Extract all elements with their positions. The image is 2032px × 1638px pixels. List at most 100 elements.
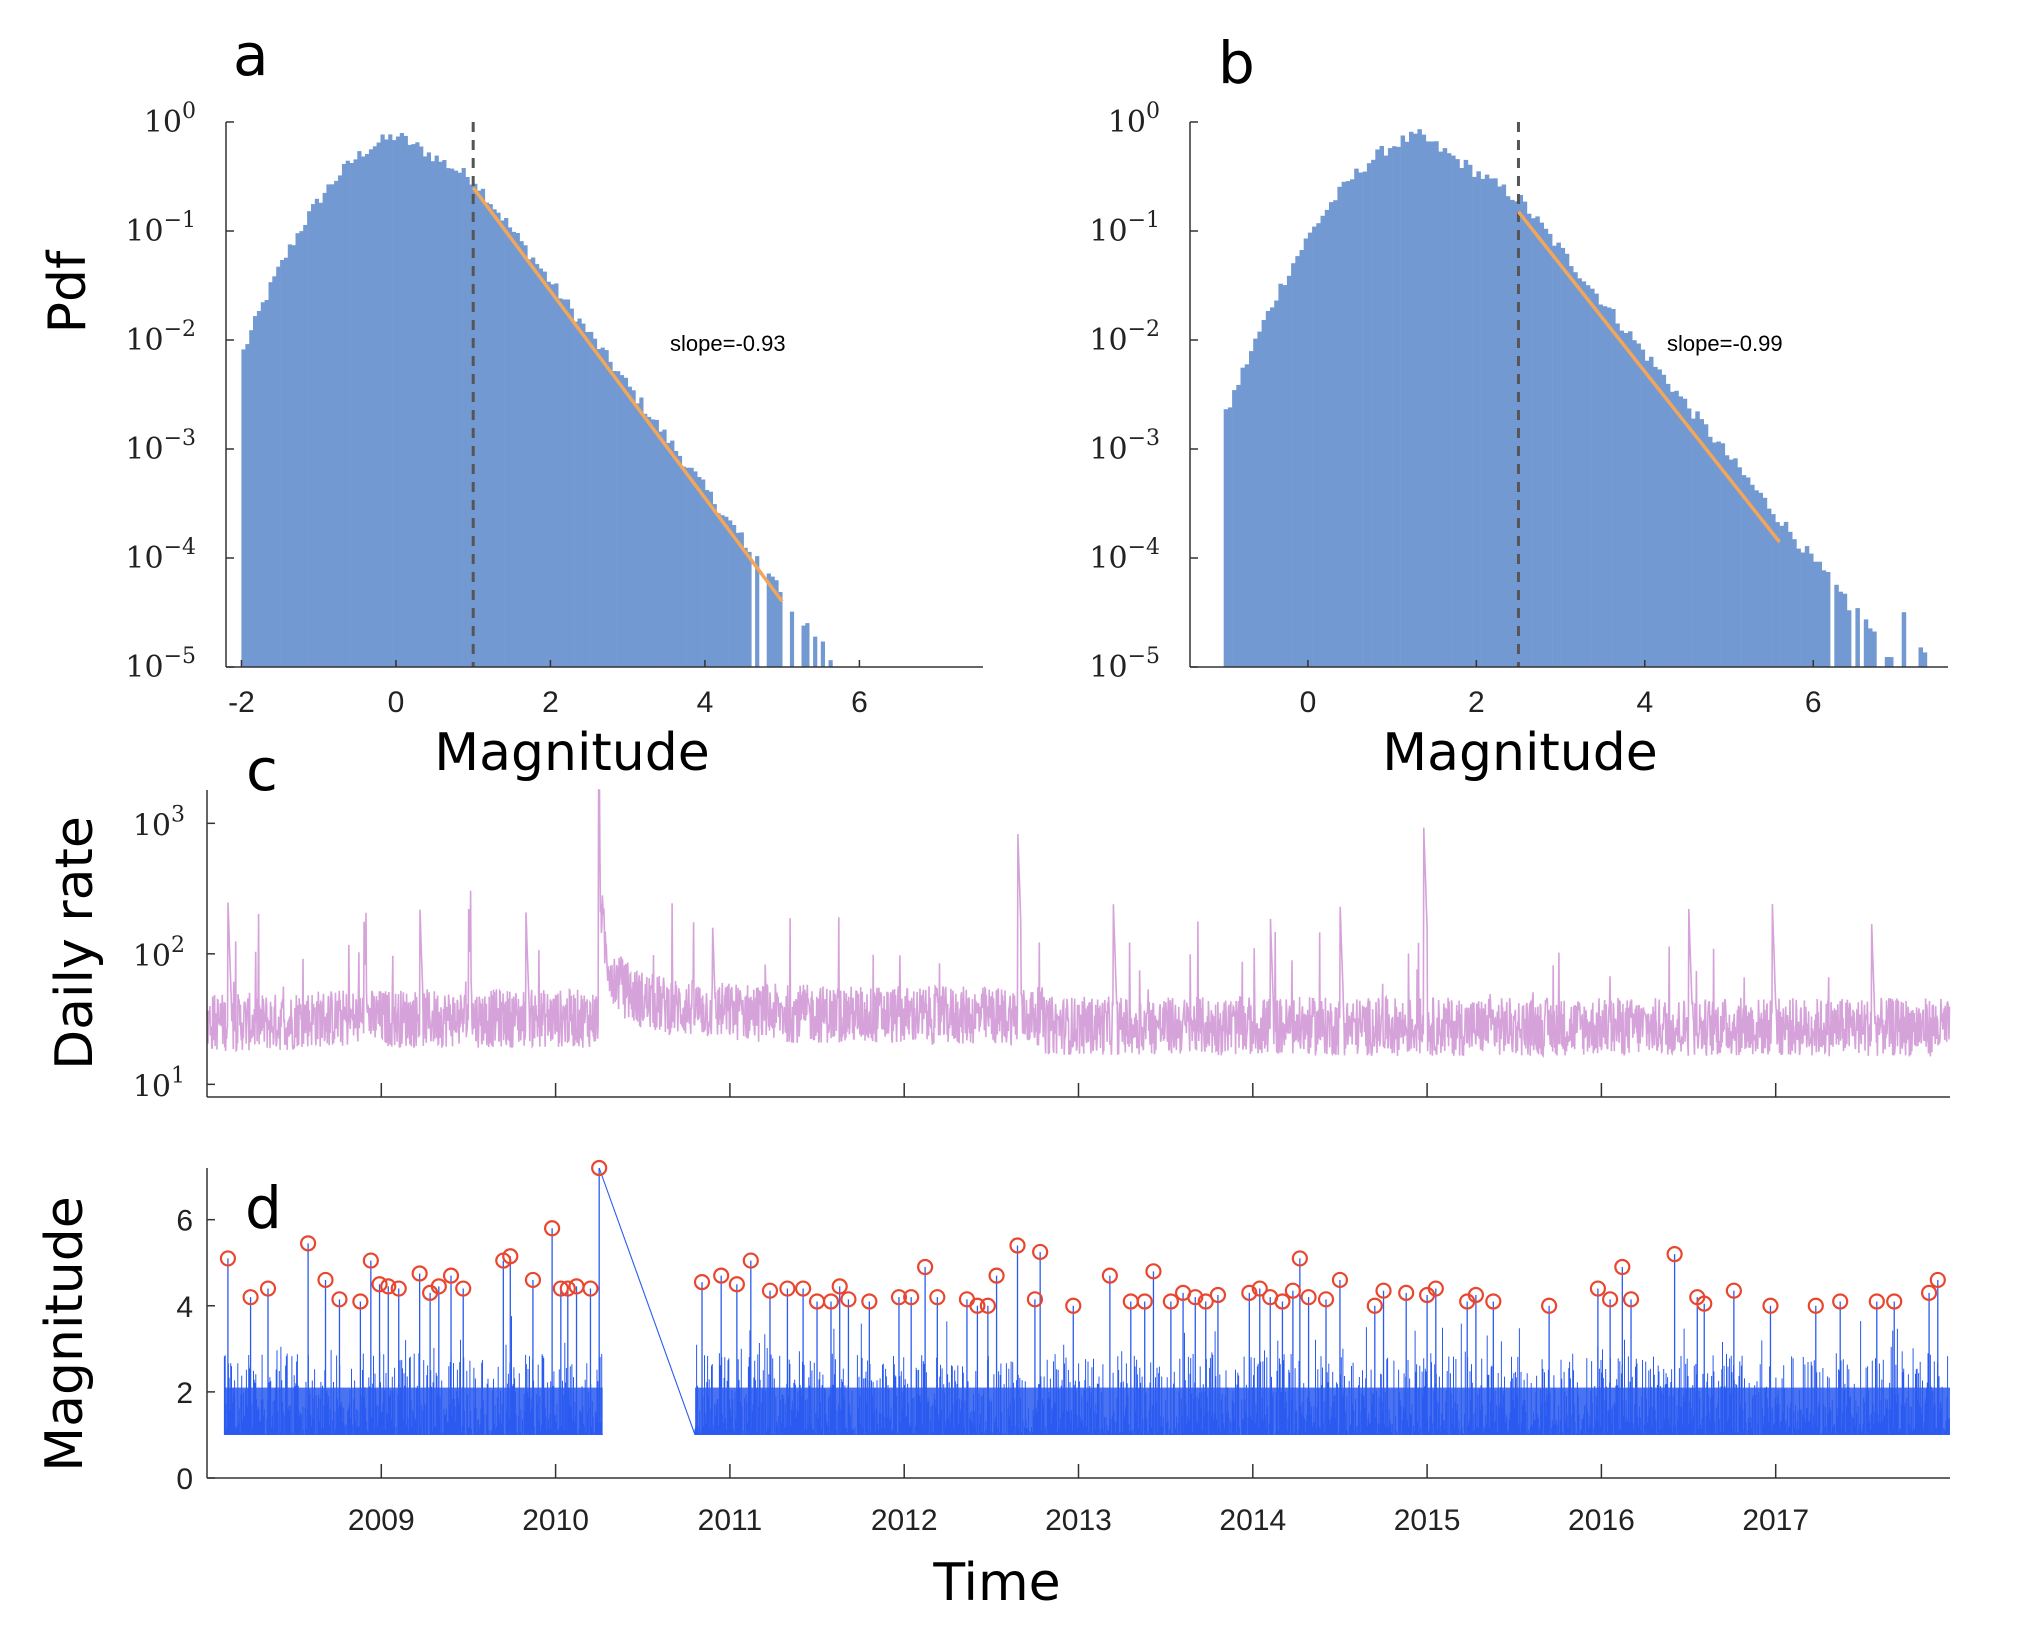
hist-bar (1505, 196, 1511, 667)
event-marker (929, 1289, 946, 1306)
x-tick-label: 2012 (871, 1504, 938, 1537)
event-marker (1375, 1282, 1392, 1299)
hist-bar (1417, 129, 1422, 667)
hist-bar (1804, 546, 1810, 667)
y-tick-exponent: −4 (1128, 535, 1160, 560)
large-event-stems (227, 1167, 1939, 1436)
event-marker (591, 1159, 608, 1177)
hist-bar (442, 160, 447, 667)
hist-bar (1522, 201, 1528, 667)
event-marker (822, 1293, 840, 1310)
hist-bar (492, 209, 497, 668)
hist-bar (384, 139, 389, 667)
x-tick-label: 2011 (698, 1504, 763, 1537)
hist-bar (674, 451, 679, 667)
hist-bar (1480, 178, 1486, 667)
hist-bar (1644, 360, 1650, 667)
hist-bar (639, 397, 644, 667)
event-marker (524, 1271, 542, 1289)
event-marker (728, 1276, 745, 1293)
hist-bar (411, 144, 416, 668)
hist-bar (1434, 141, 1439, 667)
hist-bar (1564, 253, 1570, 668)
hist-bar (1674, 390, 1679, 667)
event-marker (502, 1248, 519, 1265)
hist-bar (724, 516, 729, 667)
hist-bar (1303, 238, 1309, 667)
event-marker (582, 1280, 599, 1297)
hist-bar (1232, 390, 1237, 667)
hist-bar (469, 184, 474, 667)
hist-bar (1868, 628, 1873, 667)
hist-bar (828, 660, 833, 667)
hist-bar (1901, 612, 1907, 667)
event-marker (331, 1291, 348, 1308)
x-tick-label: 2 (542, 686, 559, 719)
hist-bar (1691, 418, 1696, 667)
hist-bar (311, 204, 316, 667)
hist-bar (1387, 148, 1393, 668)
event-marker (742, 1252, 759, 1269)
x-ticks-a: -2 0 2 4 6 (228, 660, 868, 719)
hist-bar (515, 233, 520, 667)
hist-bar (1307, 232, 1313, 667)
hist-bar (507, 227, 513, 667)
hist-bar (770, 576, 775, 667)
hist-bar (1863, 619, 1869, 667)
hist-bar (1404, 141, 1410, 668)
x-tick-label: 0 (388, 686, 405, 719)
y-label-c: Daily rate (45, 816, 105, 1070)
hist-bar (1489, 178, 1494, 667)
hist-bar (1261, 320, 1267, 667)
hist-bar (1244, 364, 1250, 667)
hist-bar (1274, 300, 1279, 667)
hist-bar (1594, 293, 1599, 667)
hist-bar (728, 520, 733, 667)
event-marker (1197, 1293, 1214, 1310)
hist-bar (654, 419, 659, 667)
hist-bar (1665, 383, 1671, 667)
hist-bar (1708, 436, 1713, 667)
event-marker (1331, 1271, 1349, 1289)
hist-bar (670, 440, 675, 667)
hist-bar (1497, 186, 1502, 667)
hist-bar (1547, 233, 1553, 667)
hist-bar (596, 349, 601, 667)
y-label-a: Pdf (38, 249, 98, 333)
hist-bar (280, 260, 285, 667)
hist-bar (1535, 216, 1540, 667)
y-tick-exponent: −1 (164, 208, 196, 233)
hist-bar (1754, 490, 1759, 667)
y-ticks-d: 0 2 4 6 (176, 1205, 215, 1496)
hist-bar (1636, 343, 1641, 667)
hist-bar (747, 551, 752, 667)
x-label-d: Time (932, 1553, 1060, 1613)
hist-bar (1922, 652, 1928, 667)
slope-annotation-a: slope=-0.93 (670, 331, 786, 356)
event-marker (1251, 1280, 1268, 1297)
hist-bar (1686, 408, 1692, 667)
hist-bar (1446, 153, 1452, 667)
hist-bar (1682, 398, 1688, 667)
hist-bar (446, 168, 451, 667)
hist-bar (357, 151, 362, 668)
hist-bar (1838, 591, 1843, 667)
hist-bar (1286, 275, 1292, 667)
event-marker (917, 1258, 934, 1276)
hist-bar (550, 284, 555, 667)
hist-bar (249, 330, 254, 667)
x-label-b: Magnitude (1382, 723, 1658, 783)
hist-bar (1771, 514, 1776, 667)
event-marker (411, 1265, 428, 1282)
hist-bar (1695, 411, 1700, 667)
hist-bar (368, 149, 374, 668)
event-marker (979, 1297, 996, 1314)
hist-bar (453, 170, 459, 667)
hist-bar (1227, 407, 1233, 667)
hist-bar (820, 641, 825, 667)
event-marker (693, 1273, 711, 1291)
hist-bar (677, 455, 683, 667)
hist-bar (1320, 215, 1325, 668)
event-marker (1832, 1293, 1849, 1310)
hist-bar (708, 491, 713, 667)
